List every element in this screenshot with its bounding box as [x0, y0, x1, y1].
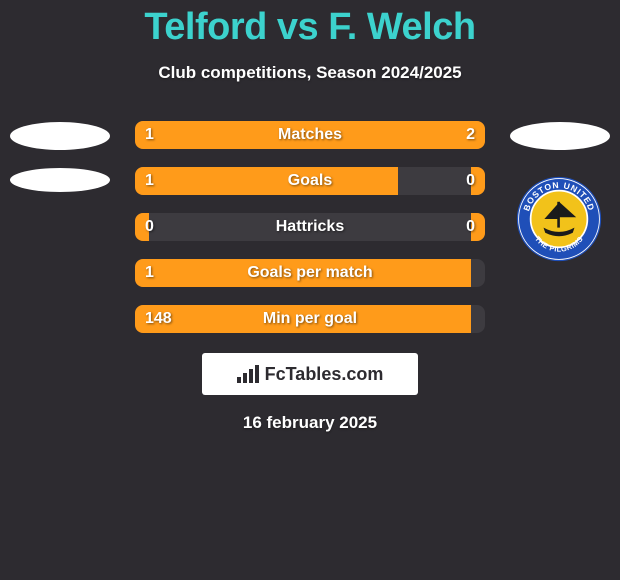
stat-left-segment: [135, 121, 251, 149]
stat-row: Matches12: [135, 121, 485, 149]
branding-text: FcTables.com: [265, 364, 384, 385]
bar-chart-icon: [237, 365, 259, 383]
stat-label: Hattricks: [135, 213, 485, 241]
stat-right-segment: [471, 213, 485, 241]
stat-right-segment: [471, 167, 485, 195]
right-club-logo: [510, 122, 610, 150]
stat-right-segment: [251, 121, 486, 149]
page-subtitle: Club competitions, Season 2024/2025: [0, 63, 620, 83]
stat-left-segment: [135, 305, 471, 333]
footer-date: 16 february 2025: [0, 413, 620, 433]
ellipse-icon: [510, 122, 610, 150]
page-title: Telford vs F. Welch: [0, 0, 620, 49]
boston-united-badge-icon: BOSTON UNITED THE PILGRIMS: [516, 176, 602, 262]
left-club-logo: [10, 122, 110, 192]
stats-container: Matches12 Goals10 Hattricks00 Goals per mat…: [135, 121, 485, 333]
stat-row: Hattricks00: [135, 213, 485, 241]
stat-left-segment: [135, 213, 149, 241]
stat-row: Goals per match1: [135, 259, 485, 287]
ellipse-icon: [10, 168, 110, 192]
stat-left-segment: [135, 167, 398, 195]
stat-row: Min per goal148: [135, 305, 485, 333]
stat-row: Goals10: [135, 167, 485, 195]
stat-left-segment: [135, 259, 471, 287]
branding-badge: FcTables.com: [202, 353, 418, 395]
ellipse-icon: [10, 122, 110, 150]
